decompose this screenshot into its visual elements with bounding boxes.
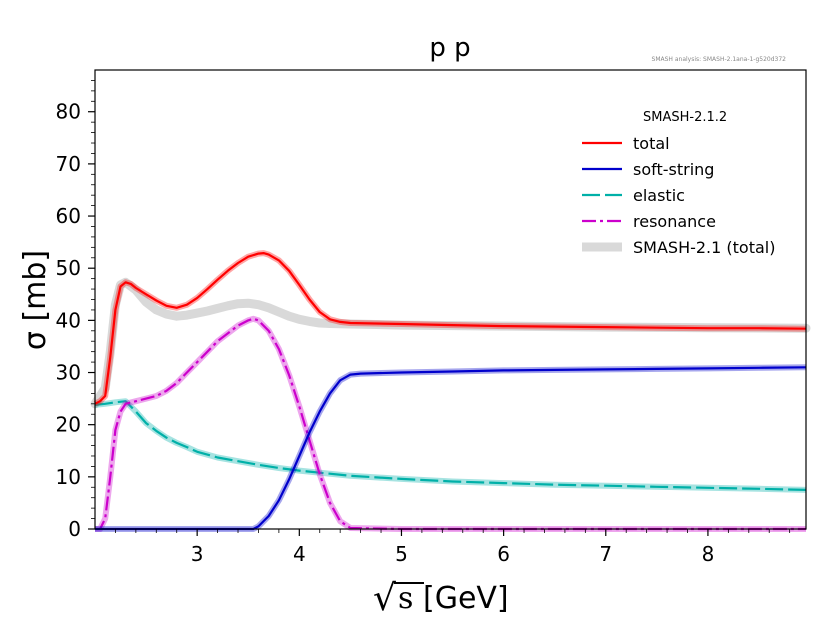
x-axis-label-unit: [GeV]: [423, 581, 509, 616]
series-line-smash-2-1-total: [90, 277, 811, 409]
legend-title: SMASH-2.1.2: [643, 110, 727, 125]
y-tick-label: 40: [56, 308, 81, 332]
y-tick-label: 20: [56, 413, 81, 437]
series-band-resonance: [95, 315, 806, 532]
legend-label-elastic: elastic: [633, 186, 685, 205]
legend-label-smash-2-1-total: SMASH-2.1 (total): [633, 238, 775, 257]
x-tick-label: 8: [702, 542, 715, 566]
series-band-elastic: [94, 398, 807, 493]
legend: SMASH-2.1.2 total soft-string elastic reson…: [582, 110, 775, 257]
series-line-soft-string: [95, 366, 807, 531]
analysis-annotation: SMASH analysis: SMASH-2.1ana-1-g520d372: [652, 56, 787, 63]
x-tick-label: 5: [395, 542, 408, 566]
y-axis-label: σ [mb]: [18, 250, 53, 350]
y-tick-label: 50: [56, 256, 81, 280]
y-tick-label: 60: [56, 204, 81, 228]
y-tick-label: 30: [56, 361, 81, 385]
x-axis-label-var: s: [398, 581, 413, 616]
y-tick-label: 0: [68, 517, 81, 541]
x-tick-label: 7: [599, 542, 612, 566]
series-line-elastic: [94, 400, 807, 491]
legend-label-resonance: resonance: [633, 212, 716, 231]
y-tick-label: 10: [56, 465, 81, 489]
x-axis-label: √ s [GeV]: [373, 578, 509, 619]
plot-frame: [94, 69, 807, 530]
x-tick-label: 6: [497, 542, 510, 566]
series-band-soft-string: [95, 364, 807, 532]
x-axis-label-radical: √: [373, 578, 396, 619]
legend-label-total: total: [633, 134, 670, 153]
x-tick-label: 4: [293, 542, 306, 566]
series-line-resonance: [95, 317, 806, 531]
series-line-total: [94, 252, 807, 405]
y-tick-label: 70: [56, 152, 81, 176]
series-layer: [90, 250, 811, 532]
legend-label-soft-string: soft-string: [633, 160, 714, 179]
chart-title: p p: [429, 33, 470, 63]
y-tick-label: 80: [56, 100, 81, 124]
x-tick-label: 3: [191, 542, 204, 566]
